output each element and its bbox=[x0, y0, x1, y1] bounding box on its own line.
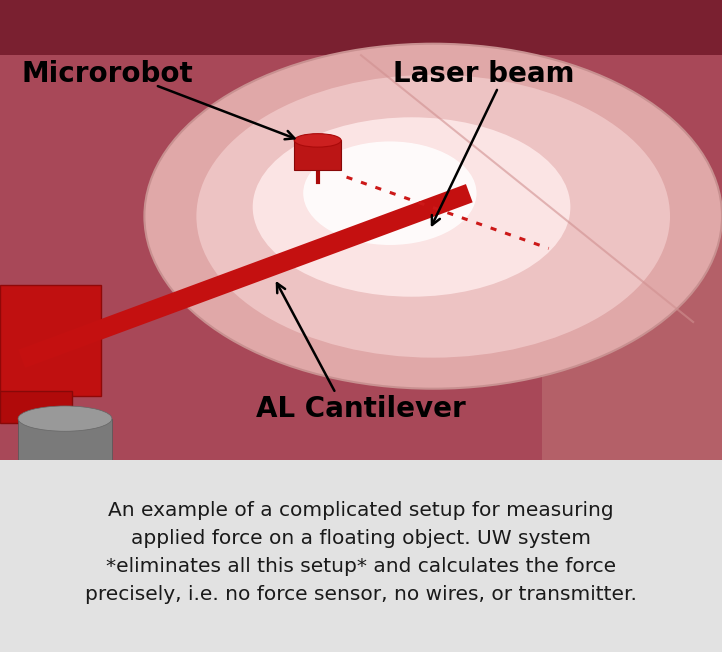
Text: Microrobot: Microrobot bbox=[22, 60, 193, 88]
Text: Laser beam: Laser beam bbox=[393, 60, 575, 88]
Ellipse shape bbox=[303, 141, 477, 245]
Ellipse shape bbox=[196, 75, 670, 358]
Polygon shape bbox=[0, 0, 722, 460]
Ellipse shape bbox=[18, 406, 112, 431]
Polygon shape bbox=[0, 285, 101, 396]
Polygon shape bbox=[0, 391, 72, 423]
Text: AL Cantilever: AL Cantilever bbox=[256, 395, 466, 423]
Ellipse shape bbox=[295, 134, 341, 147]
Polygon shape bbox=[0, 0, 722, 55]
Polygon shape bbox=[295, 140, 342, 170]
Polygon shape bbox=[18, 419, 112, 460]
Ellipse shape bbox=[144, 44, 722, 389]
Text: An example of a complicated setup for measuring
applied force on a floating obje: An example of a complicated setup for me… bbox=[85, 501, 637, 604]
Polygon shape bbox=[542, 207, 722, 460]
Ellipse shape bbox=[253, 117, 570, 297]
